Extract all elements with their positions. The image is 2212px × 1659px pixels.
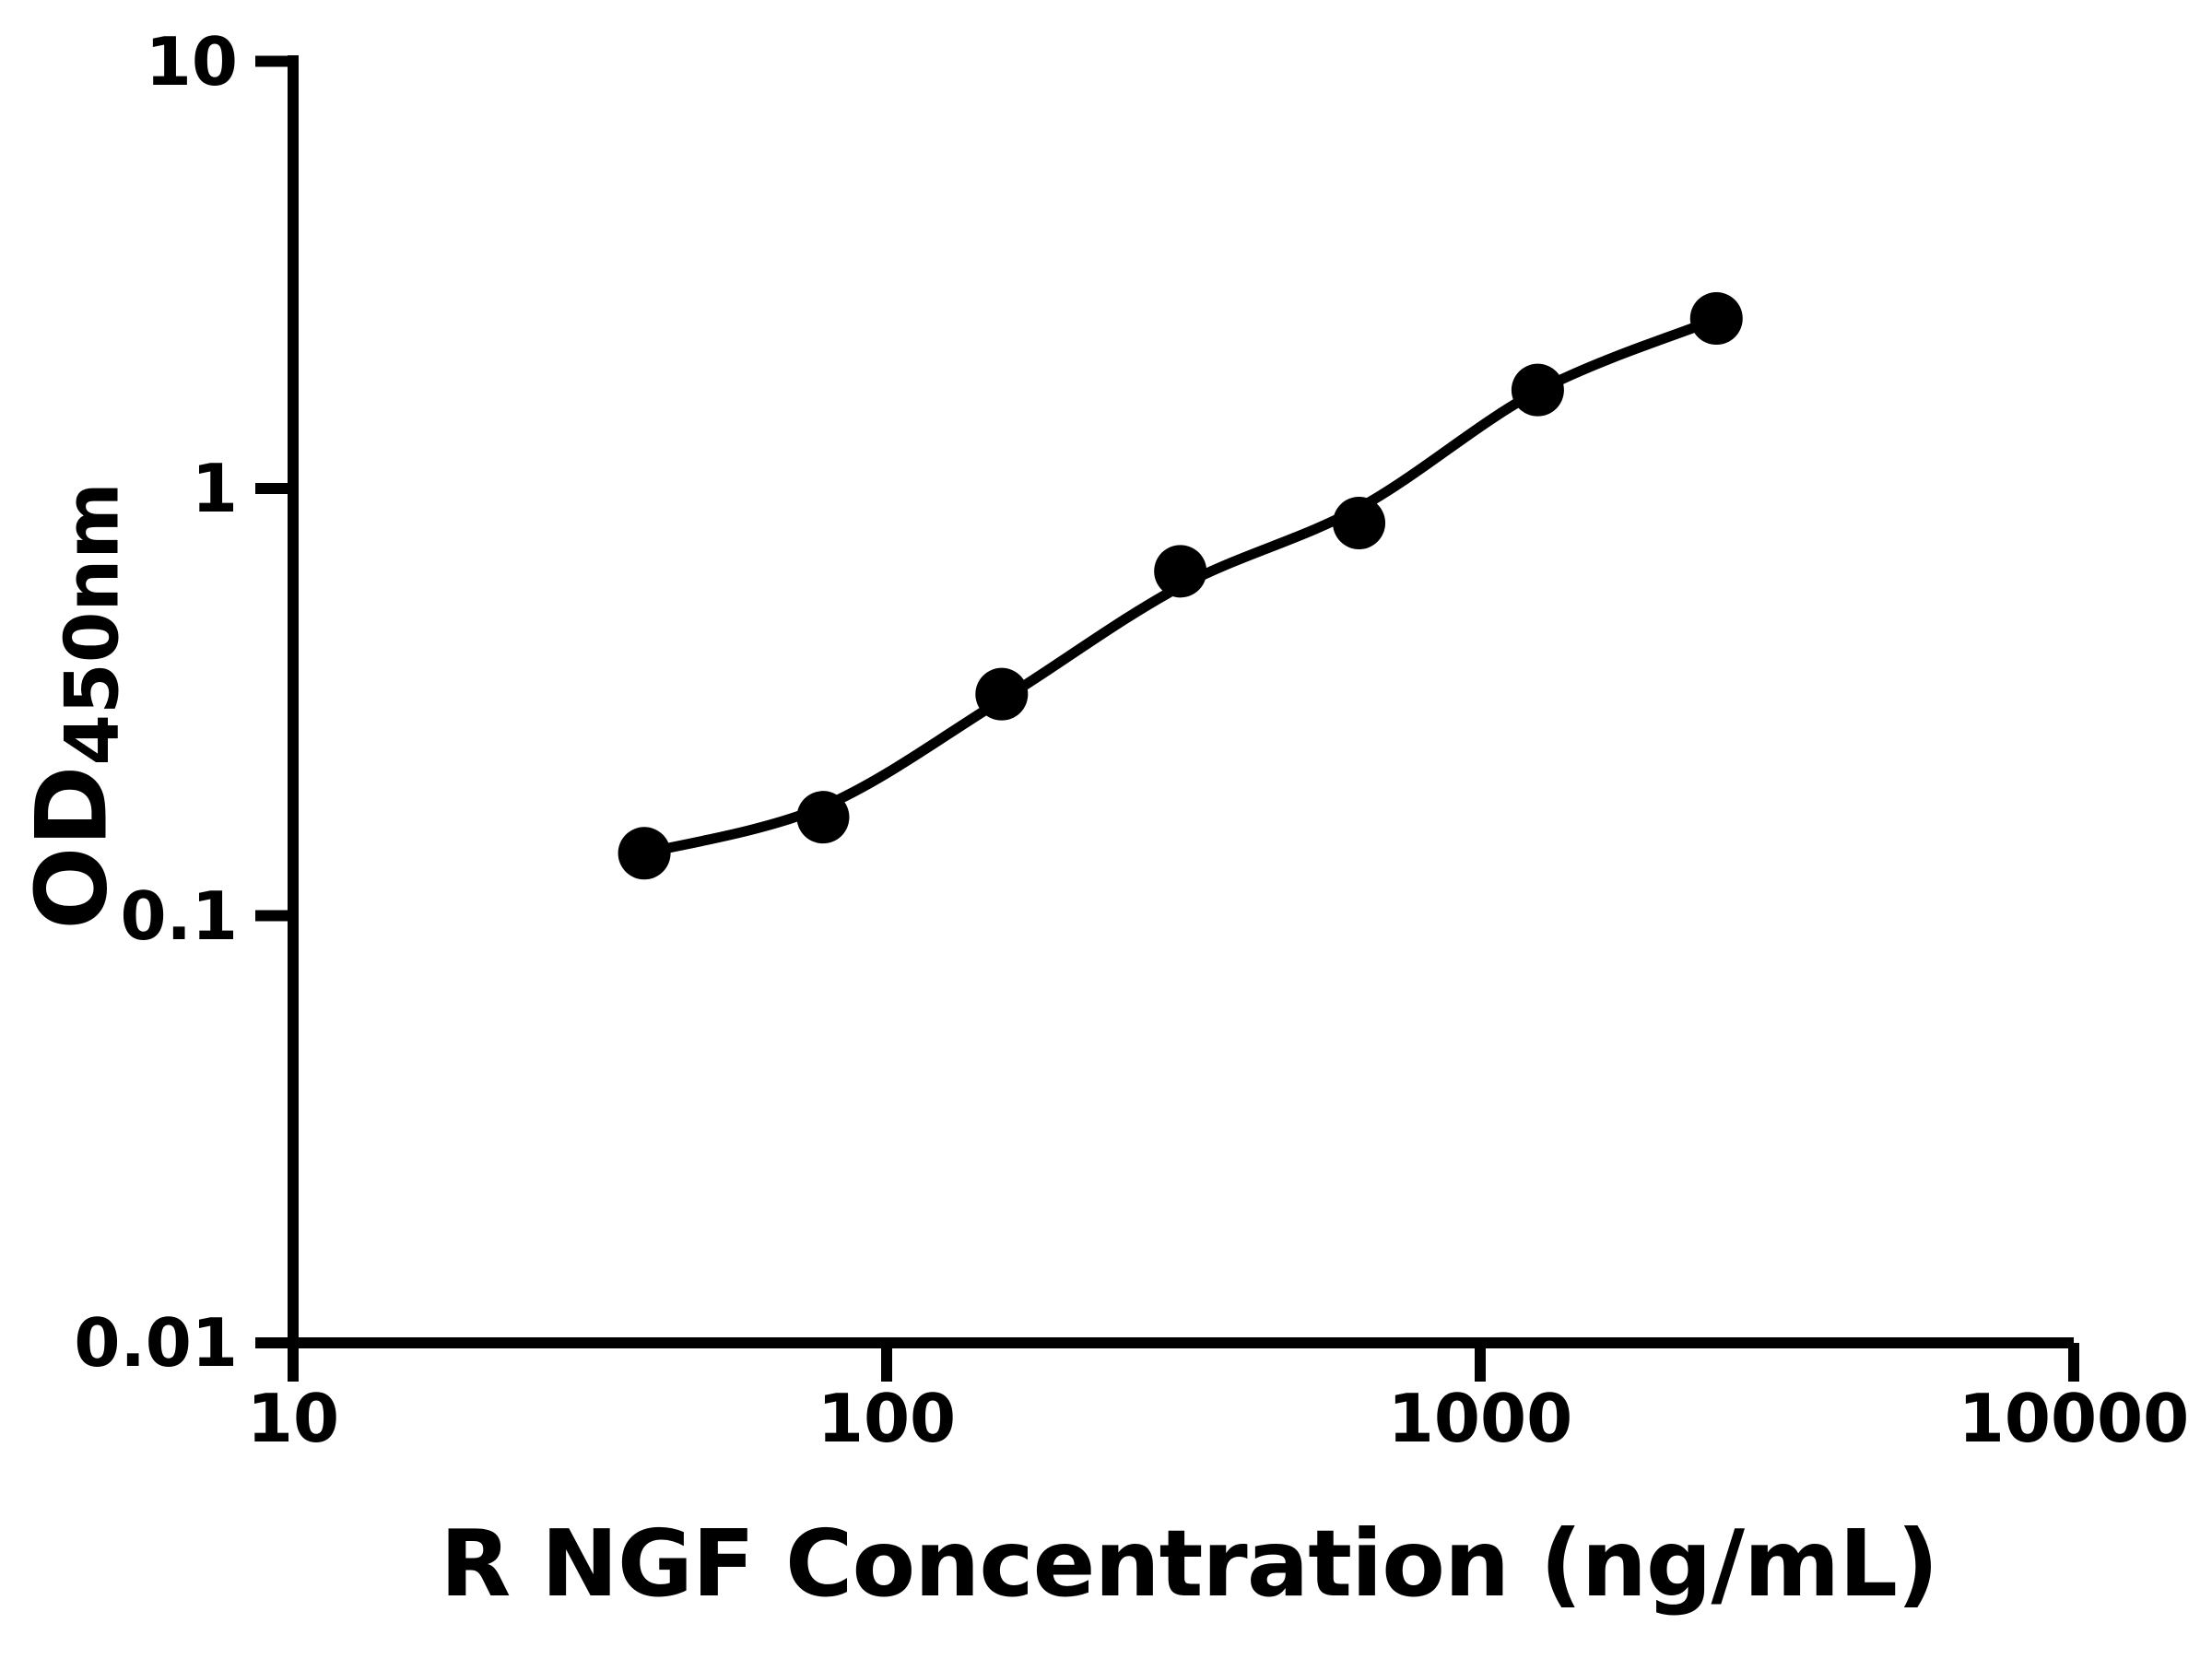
data-point bbox=[1689, 292, 1743, 346]
x-tick-label-100: 100 bbox=[817, 1380, 957, 1457]
y-tick-label-1: 1 bbox=[191, 450, 238, 527]
y-tick-label-10: 10 bbox=[145, 22, 238, 100]
y-axis-title-subscript: 450nm bbox=[49, 482, 135, 766]
data-point bbox=[1333, 497, 1386, 550]
y-axis-title-main: OD bbox=[15, 765, 129, 930]
data-point bbox=[1154, 545, 1207, 598]
x-tick-label-10: 10 bbox=[246, 1380, 340, 1457]
x-tick-label-10000: 10000 bbox=[1958, 1380, 2190, 1457]
data-point bbox=[618, 827, 671, 880]
x-axis-title: R NGF Concentration (ng/mL) bbox=[440, 1510, 1938, 1618]
x-tick-label-1000: 1000 bbox=[1387, 1380, 1573, 1457]
data-point bbox=[1511, 363, 1564, 417]
y-tick-label-0p01: 0.01 bbox=[74, 1304, 238, 1382]
y-axis-title: OD450nm bbox=[15, 482, 135, 930]
data-point bbox=[975, 667, 1029, 721]
y-tick-label-0p1: 0.1 bbox=[120, 877, 238, 955]
data-point bbox=[796, 791, 850, 844]
